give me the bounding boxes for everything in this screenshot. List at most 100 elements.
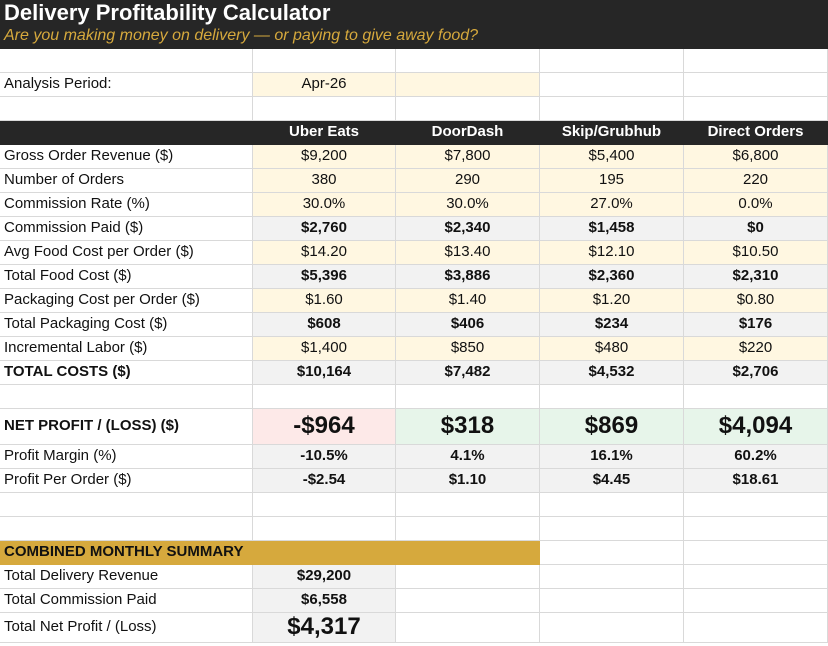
cell[interactable] xyxy=(253,517,396,541)
cell[interactable] xyxy=(540,589,684,613)
cell[interactable] xyxy=(396,97,540,121)
summary-total-value[interactable]: $4,317 xyxy=(253,613,396,643)
calc-cell[interactable]: 4.1% xyxy=(396,445,540,469)
input-cell[interactable]: $5,400 xyxy=(540,145,684,169)
input-cell[interactable]: $7,800 xyxy=(396,145,540,169)
summary-value[interactable]: $6,558 xyxy=(253,589,396,613)
cell[interactable] xyxy=(0,493,253,517)
input-cell[interactable]: 30.0% xyxy=(253,193,396,217)
calc-cell[interactable]: $7,482 xyxy=(396,361,540,385)
net-profit-cell[interactable]: $869 xyxy=(540,409,684,445)
cell[interactable] xyxy=(396,517,540,541)
calc-cell[interactable]: $2,706 xyxy=(684,361,828,385)
cell[interactable] xyxy=(0,517,253,541)
cell[interactable] xyxy=(253,493,396,517)
calc-cell[interactable]: $2,760 xyxy=(253,217,396,241)
calc-cell[interactable]: $2,360 xyxy=(540,265,684,289)
input-cell[interactable]: $1.20 xyxy=(540,289,684,313)
cell[interactable] xyxy=(684,589,828,613)
cell[interactable] xyxy=(396,565,540,589)
cell[interactable] xyxy=(396,613,540,643)
net-profit-cell[interactable]: $318 xyxy=(396,409,540,445)
cell[interactable] xyxy=(684,565,828,589)
calc-cell[interactable]: $1.10 xyxy=(396,469,540,493)
cell[interactable] xyxy=(253,97,396,121)
cell[interactable] xyxy=(684,493,828,517)
input-cell[interactable]: $480 xyxy=(540,337,684,361)
cell[interactable] xyxy=(253,385,396,409)
calc-cell[interactable]: $4,532 xyxy=(540,361,684,385)
input-cell[interactable]: 290 xyxy=(396,169,540,193)
input-cell[interactable]: $10.50 xyxy=(684,241,828,265)
input-cell[interactable]: $850 xyxy=(396,337,540,361)
input-cell[interactable]: $1.40 xyxy=(396,289,540,313)
cell[interactable] xyxy=(540,541,684,565)
calc-cell[interactable]: $0 xyxy=(684,217,828,241)
input-cell[interactable]: $12.10 xyxy=(540,241,684,265)
cell[interactable] xyxy=(540,517,684,541)
input-cell[interactable]: 27.0% xyxy=(540,193,684,217)
cell[interactable] xyxy=(253,49,396,73)
cell[interactable] xyxy=(540,73,684,97)
calc-cell[interactable]: $18.61 xyxy=(684,469,828,493)
net-profit-cell[interactable]: $4,094 xyxy=(684,409,828,445)
calc-cell[interactable]: $176 xyxy=(684,313,828,337)
input-cell[interactable]: 0.0% xyxy=(684,193,828,217)
cell[interactable] xyxy=(684,541,828,565)
cell[interactable] xyxy=(396,493,540,517)
cell[interactable] xyxy=(684,97,828,121)
cell[interactable] xyxy=(540,385,684,409)
total-costs-row: TOTAL COSTS ($) $10,164 $7,482 $4,532 $2… xyxy=(0,361,828,385)
cell[interactable] xyxy=(684,73,828,97)
cell[interactable] xyxy=(540,613,684,643)
calc-cell[interactable]: $1,458 xyxy=(540,217,684,241)
cell[interactable] xyxy=(540,97,684,121)
input-cell[interactable]: $0.80 xyxy=(684,289,828,313)
summary-value[interactable]: $29,200 xyxy=(253,565,396,589)
calc-cell[interactable]: $406 xyxy=(396,313,540,337)
cell[interactable] xyxy=(684,49,828,73)
calc-cell[interactable]: $2,310 xyxy=(684,265,828,289)
input-cell[interactable]: $9,200 xyxy=(253,145,396,169)
cell[interactable] xyxy=(0,97,253,121)
cell[interactable] xyxy=(396,385,540,409)
input-cell[interactable]: $14.20 xyxy=(253,241,396,265)
cell[interactable] xyxy=(540,49,684,73)
calc-cell[interactable]: $5,396 xyxy=(253,265,396,289)
input-cell[interactable]: $13.40 xyxy=(396,241,540,265)
summary-row: Total Delivery Revenue $29,200 xyxy=(0,565,828,589)
cell[interactable] xyxy=(0,49,253,73)
cell[interactable] xyxy=(684,385,828,409)
calc-cell[interactable]: $3,886 xyxy=(396,265,540,289)
calc-cell[interactable]: 16.1% xyxy=(540,445,684,469)
input-cell[interactable]: $6,800 xyxy=(684,145,828,169)
cell[interactable] xyxy=(396,49,540,73)
cell[interactable] xyxy=(540,493,684,517)
input-cell[interactable]: 220 xyxy=(684,169,828,193)
input-cell[interactable]: $220 xyxy=(684,337,828,361)
calc-cell[interactable]: $234 xyxy=(540,313,684,337)
cell[interactable] xyxy=(540,565,684,589)
calc-cell[interactable]: $608 xyxy=(253,313,396,337)
calc-cell[interactable]: -$2.54 xyxy=(253,469,396,493)
input-cell[interactable]: $1.60 xyxy=(253,289,396,313)
column-header: DoorDash xyxy=(396,121,540,145)
input-cell[interactable]: 195 xyxy=(540,169,684,193)
calc-cell[interactable]: -10.5% xyxy=(253,445,396,469)
cell[interactable] xyxy=(684,517,828,541)
calc-cell[interactable]: $4.45 xyxy=(540,469,684,493)
net-profit-cell[interactable]: -$964 xyxy=(253,409,396,445)
calc-cell[interactable]: $10,164 xyxy=(253,361,396,385)
cell[interactable] xyxy=(0,385,253,409)
calc-cell[interactable]: 60.2% xyxy=(684,445,828,469)
calc-cell[interactable]: $2,340 xyxy=(396,217,540,241)
cell[interactable] xyxy=(684,613,828,643)
input-cell[interactable]: $1,400 xyxy=(253,337,396,361)
input-cell[interactable]: 30.0% xyxy=(396,193,540,217)
summary-label: Total Net Profit / (Loss) xyxy=(0,613,253,643)
table-row: Avg Food Cost per Order ($) $14.20 $13.4… xyxy=(0,241,828,265)
input-cell[interactable]: 380 xyxy=(253,169,396,193)
cell[interactable] xyxy=(396,589,540,613)
cell[interactable] xyxy=(396,73,540,97)
period-input[interactable]: Apr-26 xyxy=(253,73,396,97)
